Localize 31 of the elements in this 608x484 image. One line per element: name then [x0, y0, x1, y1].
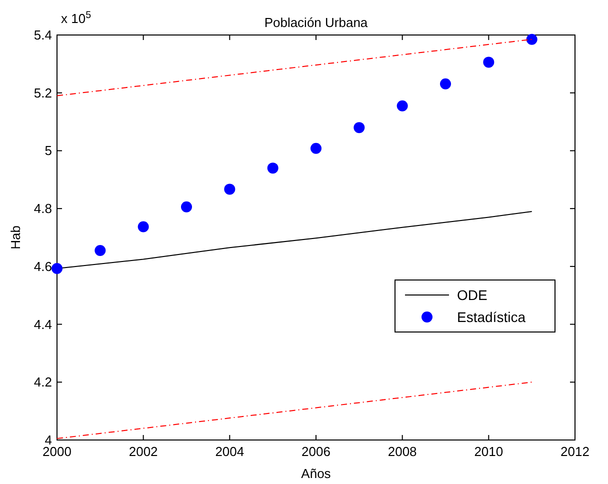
point	[354, 122, 365, 134]
text: x 10$^{5}$	[61, 10, 92, 26]
point	[396, 100, 408, 112]
x-tick-label: 2012	[560, 444, 590, 459]
x-tick-label: 2002	[128, 444, 158, 459]
point	[267, 162, 278, 174]
legend-label: ODE	[457, 287, 488, 303]
y-tick-label: 5	[44, 143, 52, 158]
x-tick-label: 2006	[302, 444, 330, 459]
point	[52, 262, 62, 274]
x-axis-title: Años	[301, 466, 332, 481]
legend-label: Estadística	[457, 309, 526, 325]
point	[526, 34, 538, 45]
x-tick-label: 2004	[215, 444, 244, 459]
y-axis-title: Hab	[8, 226, 23, 250]
y-tick-label: 4.2	[34, 374, 52, 390]
point	[440, 78, 451, 90]
point	[310, 142, 322, 154]
y-tick-label: 5.2	[34, 85, 52, 100]
y-tick-label: 4.6	[34, 258, 52, 274]
y-tick-label: 4.4	[34, 316, 52, 332]
x-tick-label: 2008	[388, 444, 417, 459]
y-tick-label: 4.8	[34, 201, 52, 216]
chart-title: Población Urbana	[264, 15, 368, 30]
point	[94, 245, 106, 256]
point	[483, 56, 494, 68]
point	[138, 221, 149, 232]
y-tick-label: 5.4	[34, 28, 52, 42]
point	[181, 201, 192, 212]
x-tick-label: 2010	[474, 444, 504, 459]
point	[224, 184, 236, 195]
